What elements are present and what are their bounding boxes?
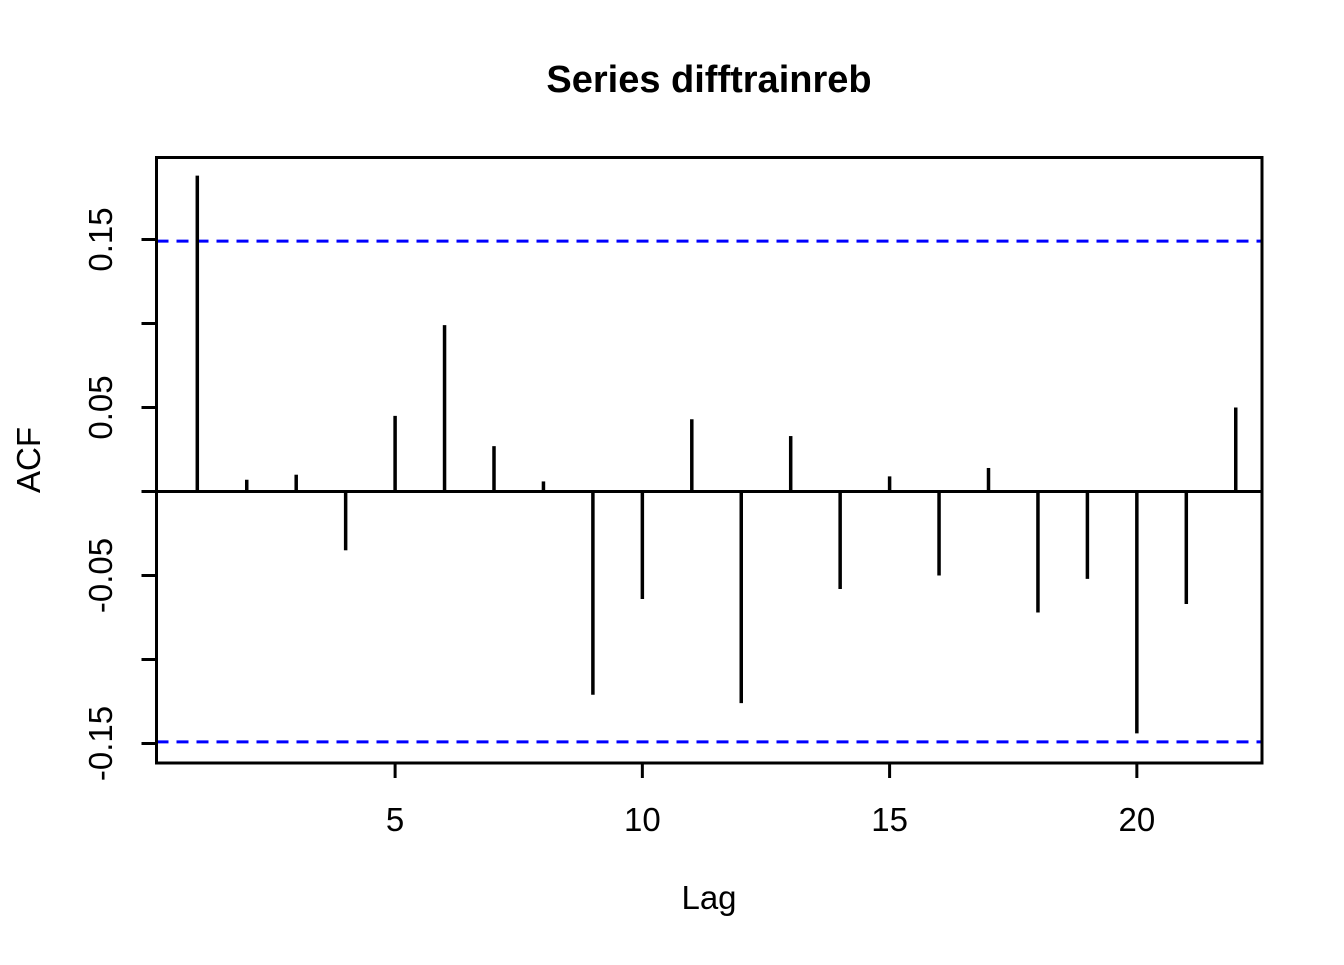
x-axis-label: Lag <box>681 879 736 916</box>
acf-bars <box>195 175 1238 734</box>
x-tick-label: 10 <box>624 801 661 838</box>
y-tick-label: 0.05 <box>82 375 119 439</box>
y-tick-label: -0.05 <box>82 538 119 613</box>
confidence-interval-lines <box>156 239 1262 744</box>
x-tick-label: 5 <box>386 801 404 838</box>
chart-title: Series difftrainreb <box>546 59 871 101</box>
x-tick-label: 15 <box>871 801 908 838</box>
y-tick-label: 0.15 <box>82 207 119 271</box>
y-tick-label: -0.15 <box>82 706 119 781</box>
x-axis-ticks: 5 10 15 20 <box>386 763 1155 838</box>
y-axis-label: ACF <box>10 427 47 493</box>
y-axis-ticks: 0.15 0.05 -0.05 -0.15 <box>82 207 157 781</box>
plot-border-box <box>155 156 1264 765</box>
x-tick-label: 20 <box>1118 801 1155 838</box>
